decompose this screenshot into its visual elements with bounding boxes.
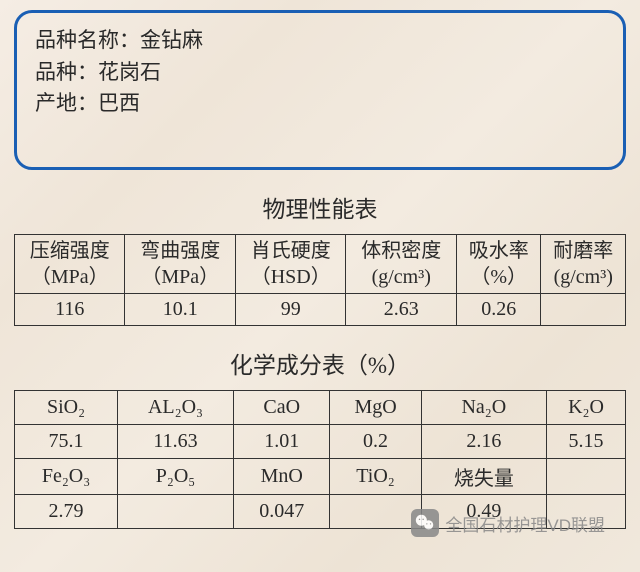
header-cell: 耐磨率(g/cm³)	[541, 235, 626, 294]
header-cell: Fe₂O₃	[15, 459, 118, 495]
info-box: 品种名称：金钻麻 品种：花岗石 产地：巴西	[14, 10, 626, 170]
header-cell: 弯曲强度（MPa）	[125, 235, 235, 294]
data-cell: 2.79	[15, 495, 118, 529]
data-cell: 99	[235, 294, 346, 326]
header-cell: P₂O₅	[118, 459, 234, 495]
header-cell: Na₂O	[421, 391, 546, 425]
header-cell: TiO₂	[330, 459, 421, 495]
header-cell: 肖氏硬度（HSD）	[235, 235, 346, 294]
header-cell: MnO	[233, 459, 330, 495]
data-cell	[541, 294, 626, 326]
table-header-row: 压缩强度（MPa） 弯曲强度（MPa） 肖氏硬度（HSD） 体积密度(g/cm³…	[15, 235, 626, 294]
header-cell: SiO₂	[15, 391, 118, 425]
info-origin: 产地：巴西	[35, 88, 605, 120]
data-cell: 10.1	[125, 294, 235, 326]
info-variety: 品种：花岗石	[35, 57, 605, 89]
chemical-title: 化学成分表（%）	[0, 346, 640, 380]
wechat-icon	[411, 509, 439, 537]
header-cell: 吸水率（%）	[456, 235, 540, 294]
physical-title: 物理性能表	[0, 190, 640, 224]
table-header-row: SiO₂ AL₂O₃ CaO MgO Na₂O K₂O	[15, 391, 626, 425]
data-cell: 0.26	[456, 294, 540, 326]
data-cell: 0.047	[233, 495, 330, 529]
table-data-row: 75.1 11.63 1.01 0.2 2.16 5.15	[15, 425, 626, 459]
header-cell: AL₂O₃	[118, 391, 234, 425]
header-cell: K₂O	[547, 391, 626, 425]
data-cell: 11.63	[118, 425, 234, 459]
data-cell: 0.2	[330, 425, 421, 459]
table-header-row: Fe₂O₃ P₂O₅ MnO TiO₂ 烧失量	[15, 459, 626, 495]
info-variety-name: 品种名称：金钻麻	[35, 25, 605, 57]
header-cell: 压缩强度（MPa）	[15, 235, 125, 294]
header-cell: 体积密度(g/cm³)	[346, 235, 456, 294]
data-cell: 5.15	[547, 425, 626, 459]
data-cell: 75.1	[15, 425, 118, 459]
data-cell: 2.16	[421, 425, 546, 459]
data-cell: 116	[15, 294, 125, 326]
table-data-row: 116 10.1 99 2.63 0.26	[15, 294, 626, 326]
watermark-text: 全国石材护理VD联盟	[445, 511, 605, 536]
header-cell: CaO	[233, 391, 330, 425]
header-cell	[547, 459, 626, 495]
data-cell: 2.63	[346, 294, 456, 326]
header-cell: 烧失量	[421, 459, 546, 495]
data-cell	[118, 495, 234, 529]
data-cell	[330, 495, 421, 529]
data-cell: 1.01	[233, 425, 330, 459]
watermark: 全国石材护理VD联盟	[411, 509, 605, 537]
header-cell: MgO	[330, 391, 421, 425]
physical-table: 压缩强度（MPa） 弯曲强度（MPa） 肖氏硬度（HSD） 体积密度(g/cm³…	[14, 234, 626, 326]
